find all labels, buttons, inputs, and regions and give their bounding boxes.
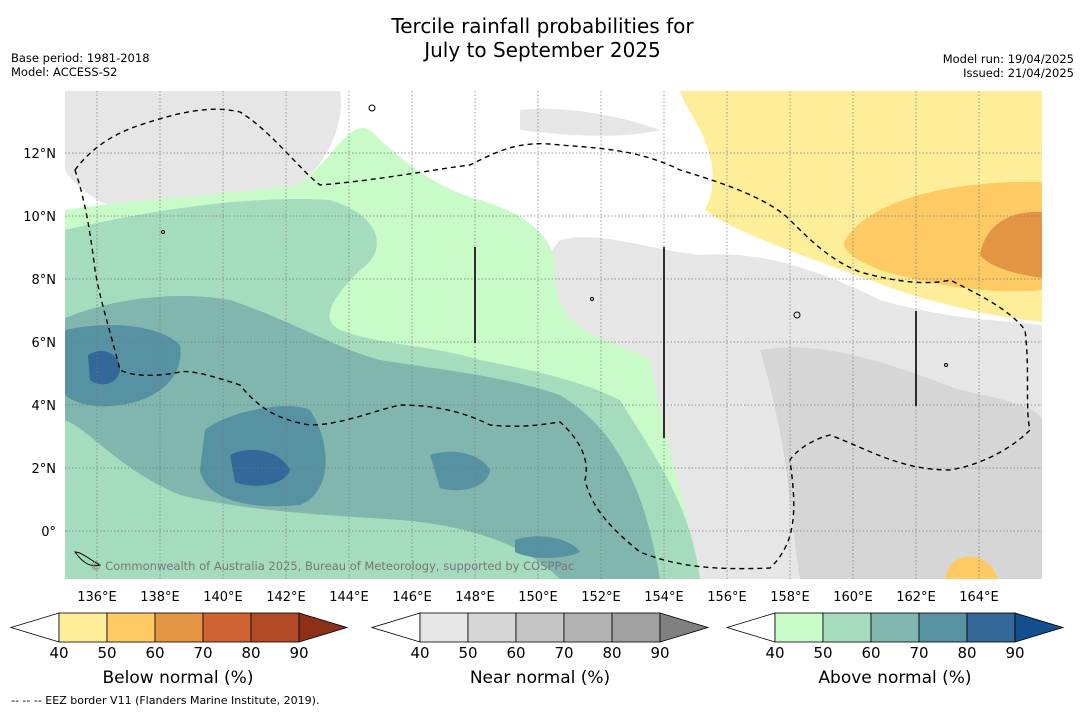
colorbar-tick: 50 (97, 644, 116, 662)
lat-label: 6°N (32, 336, 57, 351)
colorbar-tick: 90 (1005, 644, 1024, 662)
colorbar-segment (202, 612, 252, 643)
above-normal-region-80-west (88, 350, 120, 385)
latitude-labels: 12°N 10°N 8°N 6°N 4°N 2°N 0° (23, 147, 56, 540)
eez-legend: -- -- -- EEZ border V11 (Flanders Marine… (11, 694, 320, 707)
model-name: Model: ACCESS-S2 (11, 65, 118, 79)
colorbar-tick: 60 (506, 644, 525, 662)
colorbar-upper-extend (298, 612, 349, 643)
colorbar-segment (822, 612, 872, 643)
above-normal-region-60 (65, 296, 660, 579)
colorbar-tick: 60 (861, 644, 880, 662)
colorbar-segment (106, 612, 156, 643)
lon-label: 136°E (77, 590, 117, 605)
colorbar-label-below: Below normal (%) (102, 668, 254, 688)
colorbar-segment (966, 612, 1016, 643)
colorbar-upper-extend (1014, 612, 1065, 643)
title-line-2: July to September 2025 (424, 38, 661, 62)
colorbar-segment (419, 612, 469, 643)
colorbar-tick: 70 (193, 644, 212, 662)
colorbar-tick: 60 (145, 644, 164, 662)
lat-label: 2°N (32, 462, 57, 477)
base-period: Base period: 1981-2018 (11, 51, 150, 65)
colorbar-tick: 80 (602, 644, 621, 662)
colorbar-segment (154, 612, 204, 643)
colorbar-tick: 70 (554, 644, 573, 662)
colorbar-tick: 40 (49, 644, 68, 662)
colorbar-segment (250, 612, 300, 643)
colorbar-label-above: Above normal (%) (818, 668, 972, 688)
colorbar-segment (563, 612, 613, 643)
lat-label: 12°N (23, 147, 56, 162)
colorbars: 40 50 60 70 80 90 40 50 60 70 80 90 40 50 60 70 80 90 (9, 612, 1065, 662)
eez-border (74, 108, 1031, 570)
lon-label: 142°E (266, 590, 306, 605)
colorbar-tick: 40 (410, 644, 429, 662)
lon-label: 138°E (140, 590, 180, 605)
colorbar-segment (611, 612, 661, 643)
islands (74, 104, 948, 567)
colorbar-2: 40 50 60 70 80 90 (725, 612, 1065, 662)
graticule (65, 91, 1042, 579)
colorbar-segment (515, 612, 565, 643)
colorbar-segment (870, 612, 920, 643)
colorbar-tick: 90 (289, 644, 308, 662)
colorbar-1: 40 50 60 70 80 90 (370, 612, 710, 662)
colorbar-0: 40 50 60 70 80 90 (9, 612, 349, 662)
boundary-lines (474, 247, 917, 438)
above-normal-region-70 (65, 325, 181, 407)
lat-label: 10°N (23, 210, 56, 225)
colorbar-tick: 70 (909, 644, 928, 662)
map-title: Tercile rainfall probabilities for July … (0, 14, 1085, 62)
near-normal-region-north (520, 108, 660, 136)
near-normal-region-nw (65, 91, 341, 210)
colorbar-segment (58, 612, 108, 643)
lon-label: 158°E (770, 590, 810, 605)
colorbar-segment (918, 612, 968, 643)
colorbar-tick: 80 (957, 644, 976, 662)
colorbar-label-near: Near normal (%) (469, 668, 611, 688)
longitude-labels: 136°E 138°E 140°E 142°E 144°E 146°E 148°E 150°E… (77, 590, 999, 605)
lon-label: 146°E (392, 590, 432, 605)
copyright-text: © Commonwealth of Australia 2025, Bureau… (90, 559, 574, 573)
lat-label: 0° (41, 525, 56, 540)
below-normal-region-60 (980, 211, 1042, 278)
colorbar-tick: 40 (765, 644, 784, 662)
colorbar-tick: 50 (813, 644, 832, 662)
model-run: Model run: 19/04/2025 (942, 52, 1074, 66)
lon-label: 162°E (896, 590, 936, 605)
run-info: Model run: 19/04/2025 Issued: 21/04/2025 (943, 52, 1074, 80)
colorbar-tick: 90 (650, 644, 669, 662)
lon-label: 150°E (518, 590, 558, 605)
issued-date: Issued: 21/04/2025 (963, 66, 1074, 80)
lon-label: 140°E (203, 590, 243, 605)
title-line-1: Tercile rainfall probabilities for (391, 14, 694, 38)
below-normal-region-south (945, 556, 998, 579)
lon-label: 160°E (833, 590, 873, 605)
lon-label: 154°E (644, 590, 684, 605)
colorbar-segment (774, 612, 824, 643)
lon-label: 156°E (707, 590, 747, 605)
lat-label: 8°N (32, 273, 57, 288)
above-normal-region-70-se (515, 536, 580, 558)
lon-label: 144°E (329, 590, 369, 605)
lon-label: 164°E (959, 590, 999, 605)
lon-label: 148°E (455, 590, 495, 605)
colorbar-segment (467, 612, 517, 643)
above-normal-region-80-center (230, 450, 290, 486)
model-info: Base period: 1981-2018 Model: ACCESS-S2 (11, 51, 150, 79)
colorbar-lower-extend (370, 612, 421, 643)
colorbar-lower-extend (9, 612, 60, 643)
probability-fields (65, 91, 1042, 579)
colorbar-upper-extend (659, 612, 710, 643)
lon-label: 152°E (581, 590, 621, 605)
colorbar-lower-extend (725, 612, 776, 643)
colorbar-tick: 80 (241, 644, 260, 662)
colorbar-tick: 50 (458, 644, 477, 662)
lat-label: 4°N (32, 399, 57, 414)
